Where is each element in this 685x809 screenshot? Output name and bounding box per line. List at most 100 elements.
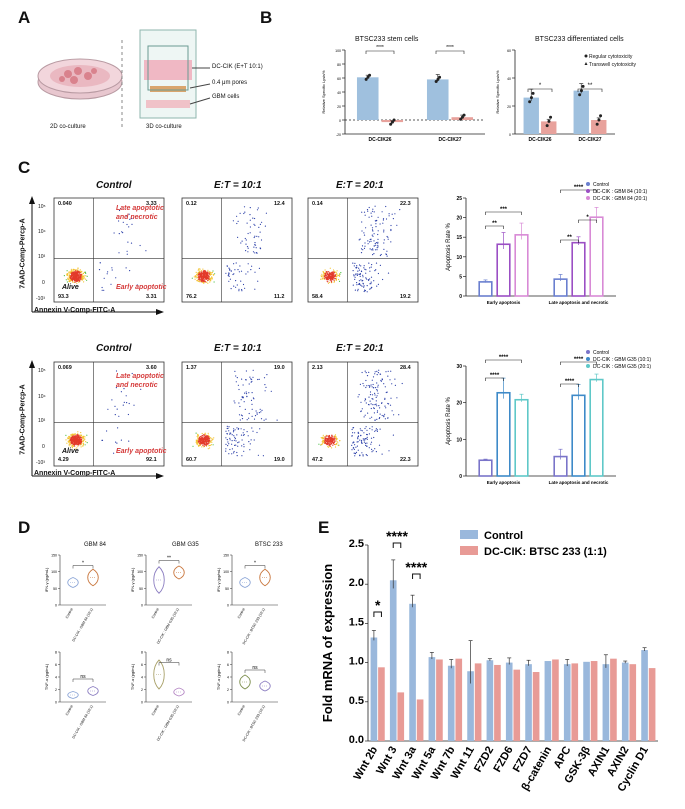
event-dot [365, 278, 368, 280]
event-dot [363, 285, 365, 287]
event-dot [194, 276, 197, 278]
event-dot [361, 221, 363, 223]
event-dot [253, 223, 255, 225]
event-dot [386, 235, 388, 238]
event-dot [327, 277, 329, 279]
data-point [366, 75, 370, 79]
event-dot [332, 276, 334, 278]
event-dot [76, 273, 78, 275]
event-dot [372, 254, 374, 256]
event-dot [353, 265, 355, 267]
event-dot [321, 278, 323, 280]
event-dot [236, 215, 238, 217]
sig-star: * [539, 83, 542, 89]
event-dot [391, 213, 393, 215]
event-dot [203, 281, 205, 284]
event-dot [245, 243, 247, 245]
event-dot [258, 236, 260, 238]
event-dot [370, 224, 372, 226]
event-dot [126, 223, 128, 226]
event-dot [372, 208, 374, 210]
event-dot [369, 278, 371, 280]
event-dot [197, 280, 199, 282]
event-dot [334, 275, 336, 277]
event-dot [367, 243, 369, 245]
event-dot [352, 262, 354, 264]
event-dot [72, 274, 74, 276]
event-dot [211, 271, 213, 273]
event-dot [321, 273, 323, 275]
event-dot [199, 276, 201, 278]
y-tick-label: 2.0 [349, 577, 364, 589]
event-dot [372, 249, 374, 251]
x-tick-label: DC-CIK26 [368, 137, 391, 143]
event-dot [370, 249, 372, 251]
event-dot [244, 237, 246, 240]
event-dot [203, 273, 205, 275]
event-dot [365, 227, 367, 229]
event-dot [259, 231, 261, 233]
event-dot [72, 281, 74, 283]
bar [378, 667, 385, 741]
event-dot [325, 274, 327, 276]
event-dot [373, 211, 375, 213]
panel-label-b: B [260, 8, 273, 27]
event-dot [362, 283, 364, 285]
event-dot [246, 222, 248, 224]
event-dot [203, 274, 206, 276]
chart-b-stem-title: BTSC233 stem cells [355, 36, 419, 43]
event-dot [126, 250, 128, 252]
event-dot [392, 218, 394, 220]
event-dot [235, 280, 237, 282]
event-dot [324, 269, 326, 271]
event-dot [201, 274, 203, 276]
event-dot [334, 277, 336, 280]
bar [648, 668, 656, 741]
event-dot [369, 248, 371, 250]
event-dot [360, 265, 362, 267]
y-axis-label: Relative Specific Lysis% [495, 70, 500, 114]
bar [428, 657, 436, 741]
event-dot [332, 274, 334, 276]
event-dot [331, 276, 333, 278]
event-dot [80, 274, 82, 276]
event-dot [69, 277, 72, 279]
bar [356, 77, 379, 120]
bar [563, 664, 571, 741]
event-dot [258, 226, 260, 228]
sig-star: **** [376, 45, 384, 51]
event-dot [254, 217, 256, 220]
event-dot [131, 223, 133, 225]
event-dot [333, 270, 336, 272]
data-point [597, 118, 601, 122]
event-dot [377, 241, 379, 243]
event-dot [72, 276, 74, 279]
event-dot [364, 290, 366, 292]
event-dot [260, 239, 263, 241]
event-dot [364, 268, 366, 270]
event-dot [390, 224, 392, 227]
event-dot [198, 268, 200, 270]
event-dot [230, 270, 232, 272]
event-dot [237, 220, 239, 222]
event-dot [354, 289, 356, 291]
event-dot [339, 275, 341, 277]
event-dot [352, 284, 354, 286]
event-dot [354, 262, 356, 264]
data-point [547, 119, 551, 123]
legend-swatch [460, 530, 478, 539]
event-dot [358, 239, 360, 241]
event-dot [208, 273, 210, 275]
event-dot [75, 279, 77, 281]
event-dot [246, 246, 249, 248]
event-dot [257, 280, 259, 282]
event-dot [322, 270, 324, 273]
event-dot [239, 265, 241, 267]
event-dot [63, 275, 65, 277]
event-dot [66, 273, 68, 275]
y-tick-label: 1.5 [349, 616, 364, 628]
event-dot [197, 269, 199, 271]
event-dot [204, 279, 206, 281]
event-dot [376, 285, 378, 287]
event-dot [370, 212, 372, 214]
